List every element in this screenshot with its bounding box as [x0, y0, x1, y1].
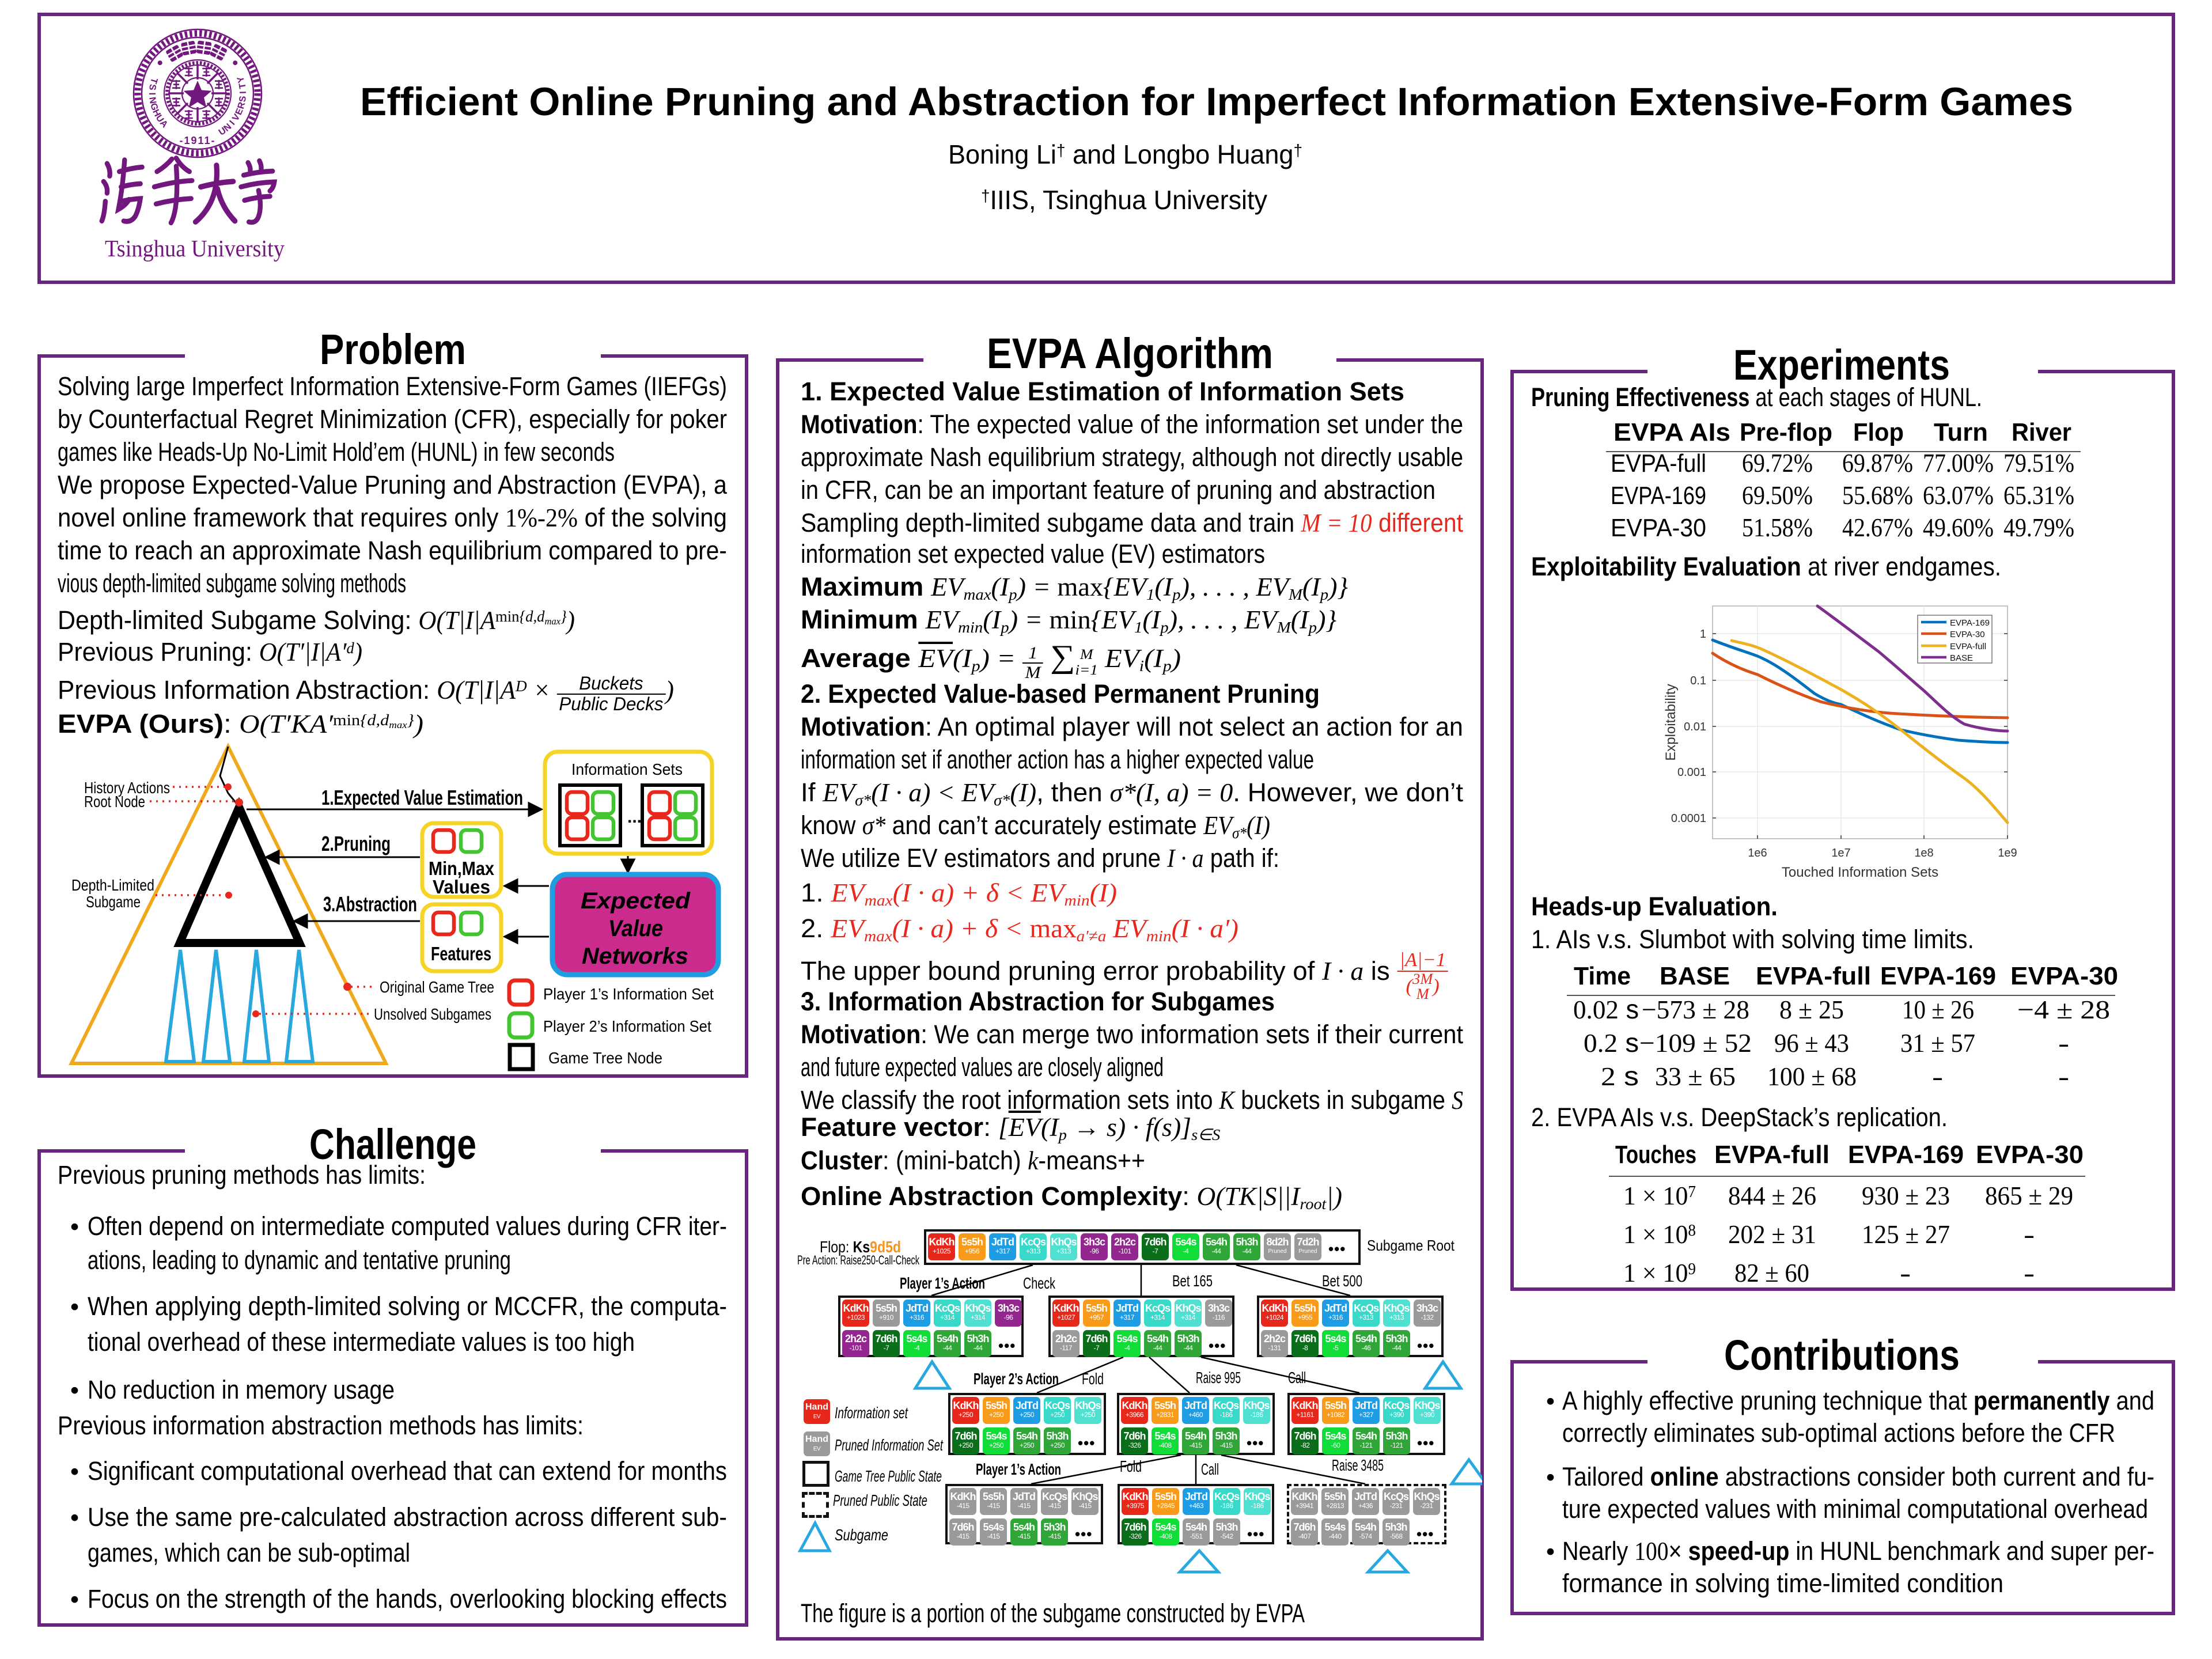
svg-text:EVPA-169: EVPA-169	[1950, 618, 1990, 628]
svg-text:T: T	[237, 82, 248, 90]
svg-text:T: T	[148, 77, 159, 85]
svg-text:0.01: 0.01	[1684, 721, 1706, 733]
svg-text:-1911-: -1911-	[179, 135, 215, 146]
svg-text:1e6: 1e6	[1748, 847, 1767, 859]
svg-text:Touched Information Sets: Touched Information Sets	[1782, 865, 1938, 880]
svg-text:G: G	[148, 102, 160, 112]
svg-text:N: N	[147, 96, 158, 104]
svg-text:S: S	[147, 84, 157, 91]
svg-text:1e7: 1e7	[1831, 847, 1850, 859]
svg-text:I: I	[238, 91, 248, 94]
svg-text:S: S	[238, 95, 248, 103]
svg-text:1e9: 1e9	[1998, 847, 2017, 859]
svg-text:1e8: 1e8	[1914, 847, 1933, 859]
svg-text:EVPA-full: EVPA-full	[1950, 642, 1986, 652]
svg-text:R: R	[236, 101, 248, 110]
svg-text:EVPA-30: EVPA-30	[1950, 630, 1985, 639]
svg-text:I: I	[147, 93, 157, 96]
svg-text:0.001: 0.001	[1677, 766, 1706, 779]
svg-text:Exploitability: Exploitability	[1663, 684, 1679, 760]
svg-text:0.0001: 0.0001	[1671, 812, 1706, 825]
svg-text:0.1: 0.1	[1690, 675, 1706, 687]
svg-text:BASE: BASE	[1950, 653, 1973, 663]
svg-text:Y: Y	[236, 75, 247, 84]
svg-text:...: ...	[627, 808, 642, 827]
svg-text:1: 1	[1700, 628, 1706, 641]
